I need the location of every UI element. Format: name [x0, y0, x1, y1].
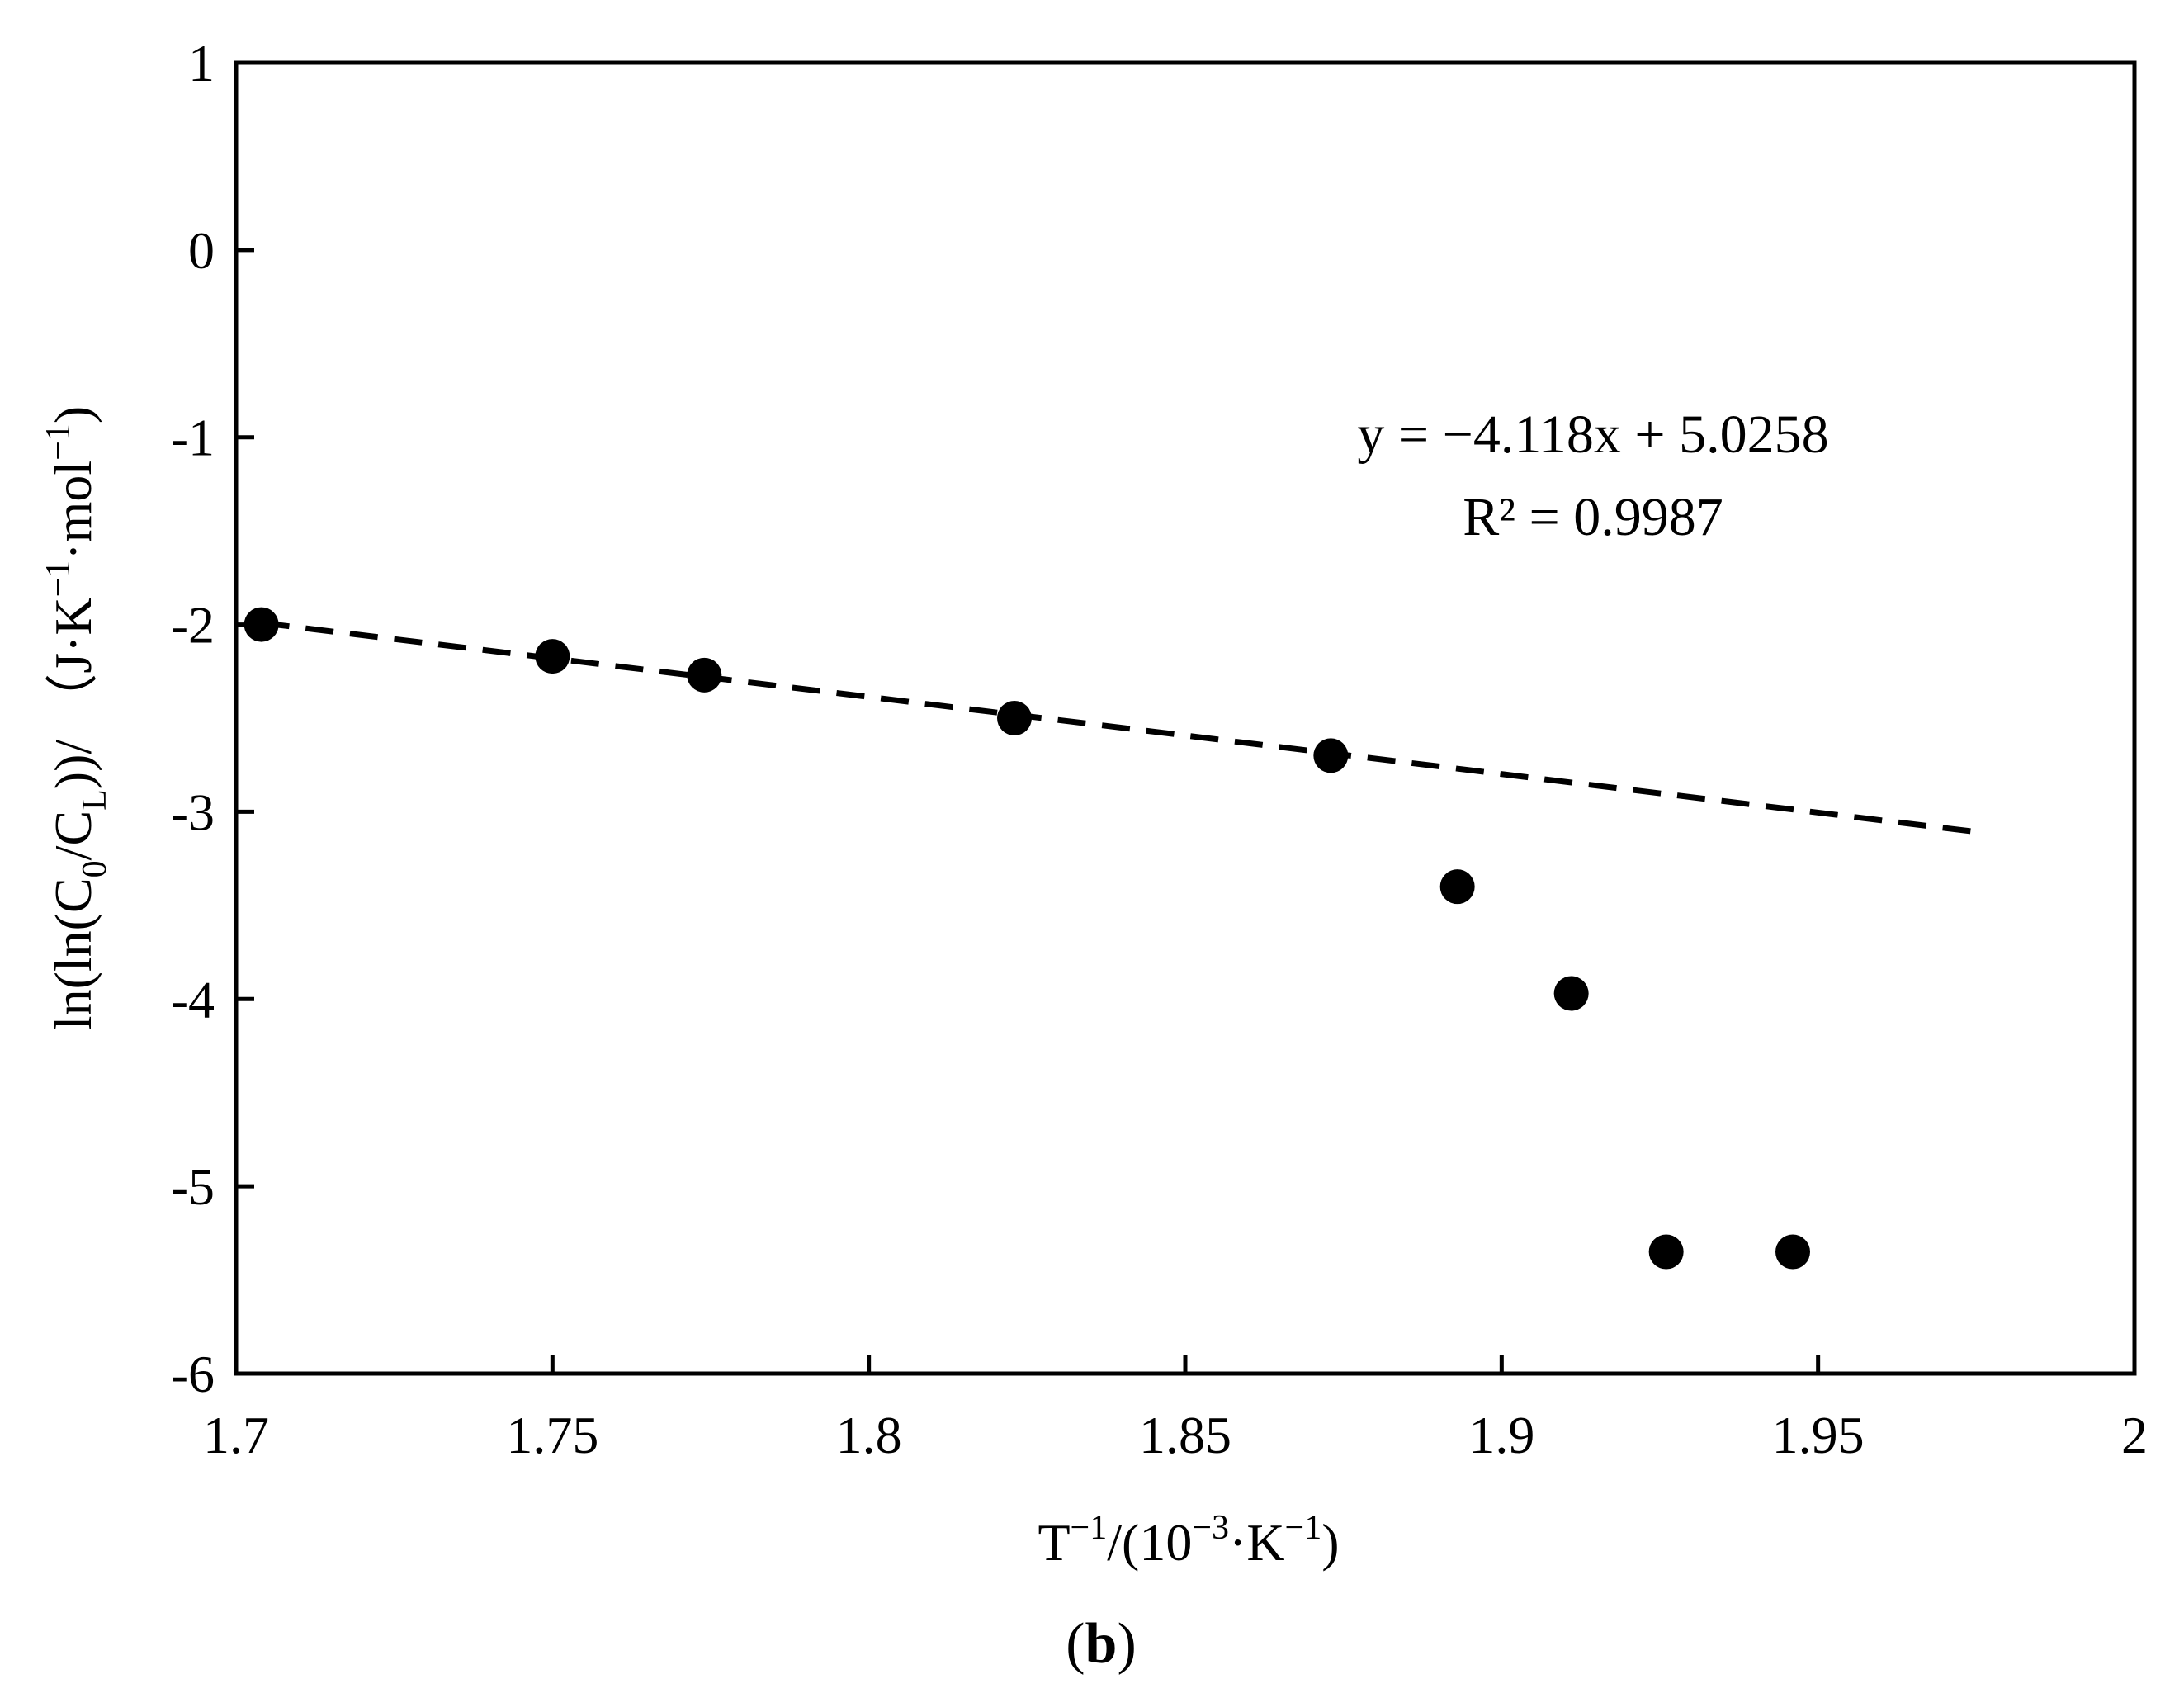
data-point	[1313, 738, 1349, 773]
x-tick-label: 1.7	[203, 1406, 269, 1464]
plot-area-frame	[234, 60, 2137, 1376]
y-tick-label: 0	[188, 221, 215, 280]
x-tick-label: 1.9	[1468, 1406, 1534, 1464]
trendline-r-squared: R² = 0.9987	[1463, 487, 1723, 547]
y-tick-label: -6	[171, 1345, 215, 1403]
data-points	[243, 607, 1810, 1270]
x-tick-label: 1.8	[836, 1406, 902, 1464]
y-tick-label: -2	[171, 596, 215, 655]
y-tick-label: -4	[171, 970, 215, 1029]
data-point	[243, 607, 279, 642]
data-point	[1553, 976, 1589, 1011]
y-axis-title: ln(ln(C0/CL))/ （J·K−1·mol−1)	[40, 406, 114, 1030]
data-point	[687, 657, 722, 693]
y-tick-label: -3	[171, 783, 215, 841]
x-tick-label: 1.85	[1139, 1406, 1231, 1464]
y-tick-label: -5	[171, 1157, 215, 1216]
data-point	[997, 701, 1032, 735]
panel-label: (b)	[1066, 1612, 1137, 1676]
y-tick-group: 1 0 -1 -2 -3 -4 -5 -6	[171, 34, 254, 1403]
y-tick-label: -1	[171, 409, 215, 467]
data-point	[1439, 869, 1475, 905]
x-tick-group: 1.7 1.75 1.8 1.85 1.9 1.95 2	[203, 1355, 2148, 1464]
x-tick-label: 2	[2121, 1406, 2148, 1464]
data-point	[1648, 1234, 1684, 1270]
x-axis-title: T−1/(10−3·K−1)	[1038, 1509, 1339, 1572]
data-point	[535, 639, 570, 674]
x-tick-label: 1.75	[506, 1406, 598, 1464]
data-point	[1775, 1234, 1810, 1270]
y-tick-label: 1	[188, 34, 215, 92]
trendline-equation: y = −4.118x + 5.0258	[1357, 404, 1828, 465]
x-tick-label: 1.95	[1772, 1406, 1865, 1464]
